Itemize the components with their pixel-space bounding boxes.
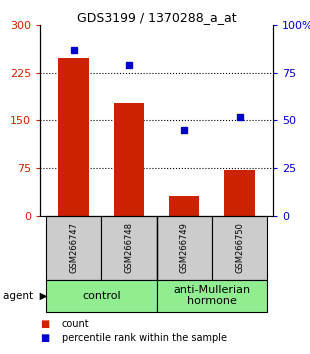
Text: count: count	[62, 319, 90, 329]
Text: GSM266747: GSM266747	[69, 222, 78, 273]
Bar	[212, 216, 267, 280]
Text: agent  ▶: agent ▶	[3, 291, 48, 301]
Bar	[157, 280, 267, 312]
Bar	[224, 170, 255, 216]
Bar	[101, 216, 157, 280]
Bar	[46, 216, 101, 280]
Text: GSM266750: GSM266750	[235, 222, 244, 273]
Bar	[114, 103, 144, 216]
Bar	[157, 216, 212, 280]
Text: GSM266748: GSM266748	[124, 222, 133, 273]
Text: control: control	[82, 291, 121, 301]
Bar	[46, 280, 157, 312]
Text: ■: ■	[40, 319, 50, 329]
Text: GSM266749: GSM266749	[180, 222, 189, 273]
Bar	[58, 58, 89, 216]
Text: ■: ■	[40, 333, 50, 343]
Text: percentile rank within the sample: percentile rank within the sample	[62, 333, 227, 343]
Text: anti-Mullerian
hormone: anti-Mullerian hormone	[173, 285, 250, 307]
Bar	[169, 195, 199, 216]
Title: GDS3199 / 1370288_a_at: GDS3199 / 1370288_a_at	[77, 11, 236, 24]
